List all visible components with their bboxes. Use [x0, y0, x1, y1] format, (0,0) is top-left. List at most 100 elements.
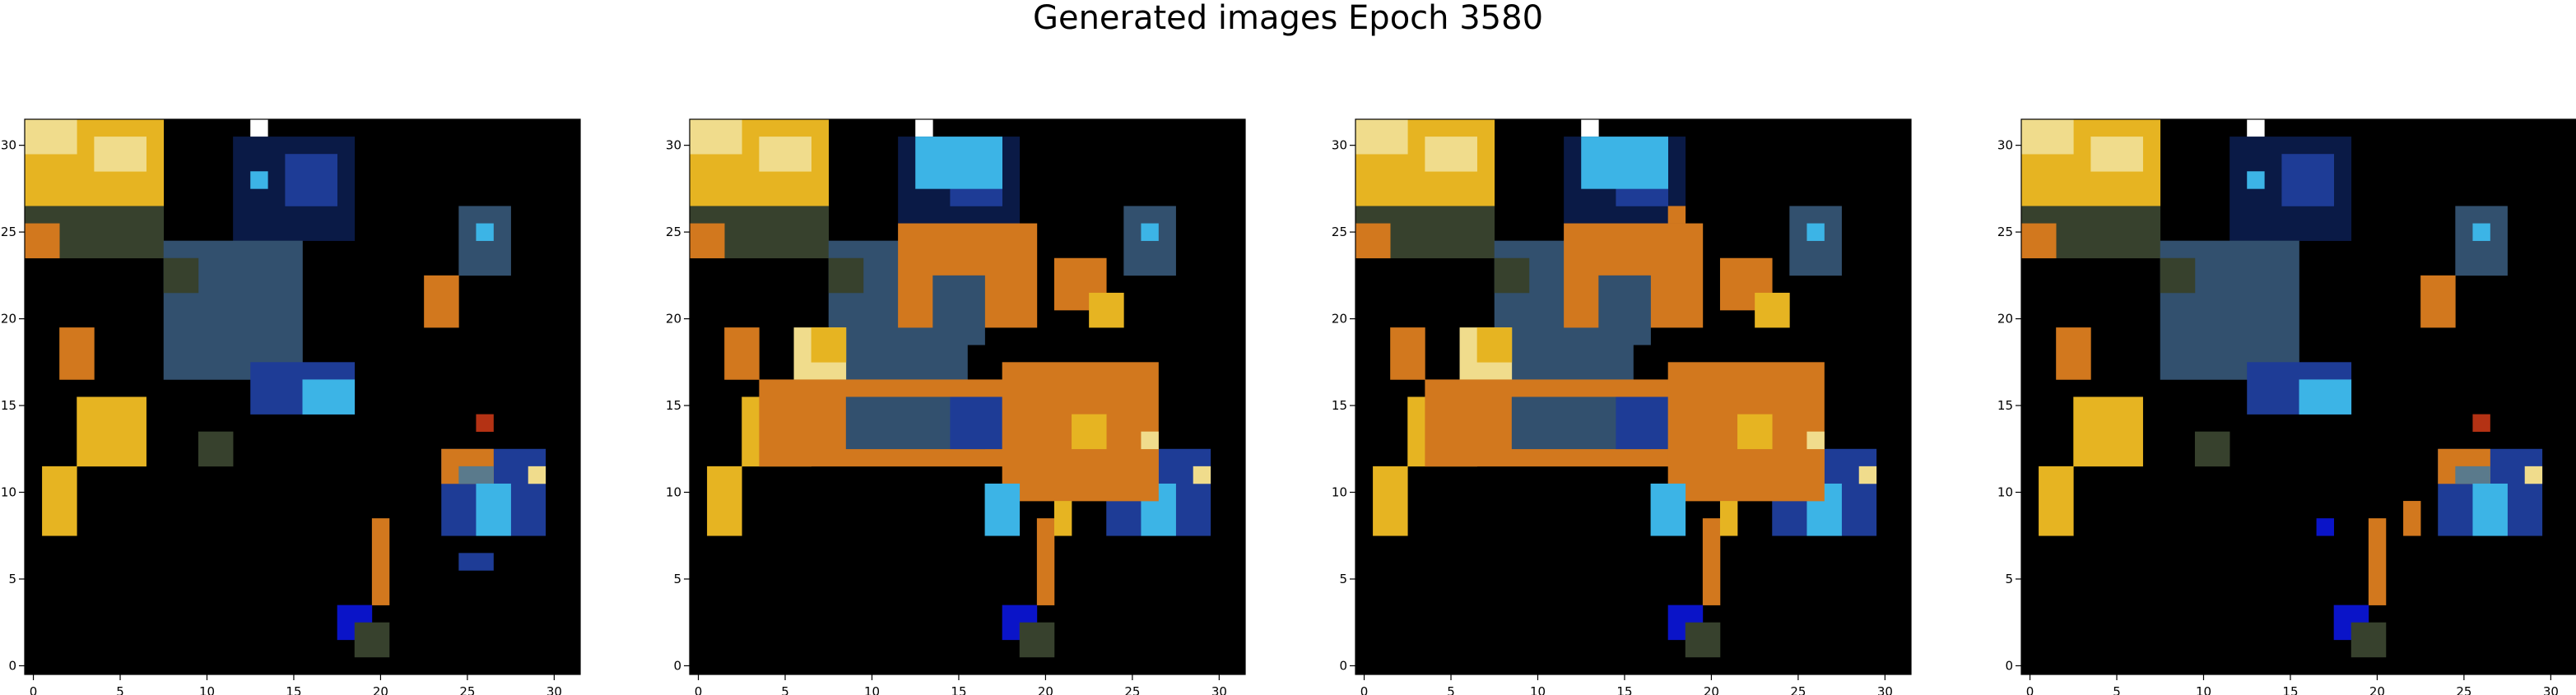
pixel-block	[424, 276, 458, 328]
pixel-block	[2317, 518, 2334, 535]
pixel-block	[1755, 293, 1789, 327]
pixel-block	[1141, 432, 1158, 449]
pixel-block	[285, 154, 337, 206]
pixel-block	[528, 466, 546, 484]
x-tick-label: 0	[2026, 684, 2034, 695]
y-tick-label: 5	[8, 572, 16, 586]
x-tick-label: 10	[864, 684, 880, 695]
panel-3: 0 5 10 15 20 25 30 0 5 10 15 20 25 30	[1331, 99, 1932, 695]
x-tick-label: 30	[1877, 684, 1893, 695]
pixel-block	[2090, 137, 2143, 171]
panel-4: 0 5 10 15 20 25 30051015202530	[1997, 99, 2576, 695]
pixel-block	[458, 466, 493, 484]
y-tick-label: 0	[1339, 658, 1347, 673]
pixel-block	[476, 415, 493, 432]
pixel-block	[2369, 518, 2386, 605]
pixel-block	[1737, 415, 1772, 449]
pixel-block	[2472, 415, 2490, 432]
pixel-block	[42, 466, 77, 536]
x-tick-label: 30	[1211, 684, 1227, 695]
pixel-block	[2299, 379, 2352, 414]
pixel-block	[25, 119, 77, 154]
pixel-block	[690, 119, 742, 154]
pixel-block	[1668, 206, 1686, 223]
x-tick-label: 0	[1360, 684, 1369, 695]
pixel-block	[1651, 484, 1686, 536]
panel-1: 0 5 10 15 20 25 30 0 5 10 15 20 25 30	[0, 99, 601, 695]
pixel-block	[1477, 327, 1512, 362]
pixel-block	[2247, 119, 2264, 137]
pixel-block	[2281, 154, 2334, 206]
y-tick-label: 10	[1332, 485, 1347, 500]
pixel-block	[1193, 466, 1211, 484]
y-tick-label: 25	[1997, 225, 2013, 239]
pixel-block	[2160, 258, 2195, 293]
pixel-block	[1373, 466, 1407, 536]
pixel-block	[59, 327, 94, 380]
y-tick-label: 25	[666, 225, 681, 239]
y-tick-label: 30	[1997, 138, 2013, 153]
pixel-block	[950, 397, 1002, 450]
y-tick-label: 15	[1997, 398, 2013, 413]
pixel-block	[1425, 137, 1477, 171]
pixel-block	[985, 484, 1020, 536]
y-tick-label: 10	[1997, 485, 2013, 500]
pixel-block	[811, 327, 846, 362]
figure-title: Generated images Epoch 3580	[0, 2, 2576, 35]
pixel-block	[2403, 501, 2420, 535]
pixel-block	[372, 518, 389, 605]
pixel-block	[1054, 501, 1072, 535]
pixel-block	[690, 224, 724, 258]
y-tick-label: 5	[1339, 572, 1347, 586]
pixel-block	[198, 432, 233, 466]
pixel-block	[2021, 119, 2074, 154]
pixel-block	[476, 224, 493, 241]
pixel-block	[1703, 518, 1720, 605]
y-tick-label: 5	[673, 572, 681, 586]
y-tick-label: 10	[1, 485, 16, 500]
x-tick-label: 20	[373, 684, 388, 695]
pixel-block	[1037, 518, 1054, 605]
x-tick-label: 5	[2113, 684, 2121, 695]
y-tick-label: 0	[673, 658, 681, 673]
x-tick-label: 20	[2369, 684, 2385, 695]
x-tick-label: 5	[116, 684, 124, 695]
y-tick-label: 15	[1, 398, 16, 413]
pixel-block	[303, 379, 356, 414]
pixel-block	[2039, 466, 2073, 536]
y-tick-label: 30	[1, 138, 16, 153]
x-tick-label: 5	[1447, 684, 1455, 695]
pixel-block	[1020, 623, 1054, 657]
y-tick-label: 0	[8, 658, 16, 673]
pixel-block	[2472, 224, 2490, 241]
pixel-block	[250, 119, 267, 137]
pixel-block	[759, 137, 811, 171]
pixel-block	[2472, 484, 2507, 536]
pixel-block	[2021, 224, 2056, 258]
x-tick-label: 15	[1616, 684, 1632, 695]
y-tick-label: 20	[666, 312, 681, 327]
pixel-block	[915, 119, 932, 137]
x-tick-label: 25	[2456, 684, 2471, 695]
pixel-block	[25, 224, 59, 258]
pixel-block	[1859, 466, 1876, 484]
x-tick-label: 30	[546, 684, 562, 695]
pixel-block	[1141, 224, 1158, 241]
x-tick-label: 0	[695, 684, 703, 695]
pixel-block	[2351, 623, 2386, 657]
y-tick-label: 10	[666, 485, 681, 500]
x-tick-label: 10	[2196, 684, 2211, 695]
y-tick-label: 20	[1, 312, 16, 327]
y-tick-label: 30	[1332, 138, 1347, 153]
pixel-block	[77, 397, 146, 467]
y-tick-label: 0	[2005, 658, 2013, 673]
pixel-block	[1581, 119, 1598, 137]
y-tick-label: 30	[666, 138, 681, 153]
x-tick-label: 10	[199, 684, 215, 695]
pixel-block	[707, 466, 742, 536]
pixel-block	[2247, 171, 2264, 188]
pixel-block	[1686, 623, 1720, 657]
x-tick-label: 20	[1704, 684, 1719, 695]
pixel-block	[476, 484, 510, 536]
pixel-block	[1581, 137, 1668, 189]
